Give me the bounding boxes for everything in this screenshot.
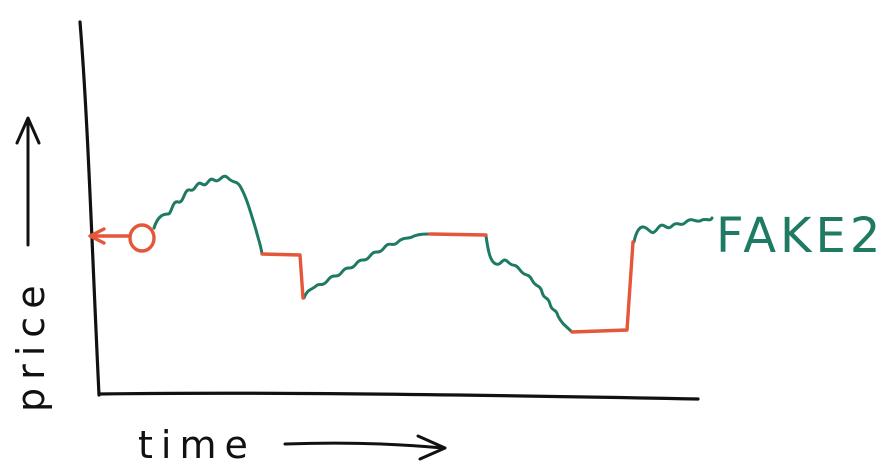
x-axis (97, 391, 700, 401)
y-axis (78, 20, 101, 397)
marker-circle-icon (128, 223, 156, 253)
price-segment-rise-1 (152, 174, 264, 256)
flat-segments (260, 232, 635, 334)
flat-segment-3 (570, 240, 635, 334)
entry-marker (88, 223, 156, 253)
price-line (152, 174, 714, 334)
flat-segment-2 (428, 232, 488, 237)
flat-segment-1 (260, 252, 305, 300)
price-segment-fall-1 (484, 234, 574, 334)
price-segment-rise-2 (302, 232, 432, 300)
y-axis-arrow-icon (15, 116, 41, 247)
x-axis-label-group: time (138, 423, 447, 466)
y-axis-label: price (9, 277, 53, 412)
marker-arrow-icon (88, 227, 132, 245)
y-axis-label-group: price (9, 116, 53, 412)
x-axis-label: time (138, 423, 256, 466)
series-label: FAKE2 (716, 208, 878, 264)
price-segment-rise-3 (632, 216, 714, 244)
x-axis-arrow-icon (283, 434, 447, 461)
